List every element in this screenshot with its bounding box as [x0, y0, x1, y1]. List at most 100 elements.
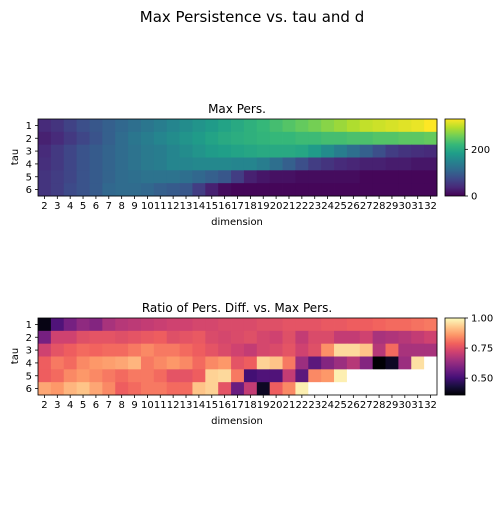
ratio-cell: [282, 369, 296, 383]
max-pers-cell: [372, 144, 386, 158]
ratio-cell: [282, 356, 296, 370]
max-pers-cell: [166, 157, 180, 171]
max-pers-cell: [218, 119, 232, 133]
ratio-cell: [205, 318, 219, 332]
max-pers-cell: [346, 144, 361, 158]
max-pers-cell: [359, 144, 374, 158]
ratio-cell: [385, 318, 399, 332]
max-pers-cell: [50, 157, 65, 171]
max-pers-cell: [153, 157, 168, 171]
max-pers-cell: [140, 183, 155, 197]
ratio-cell: [179, 356, 193, 370]
max-pers-x-tick-label: 26: [347, 201, 360, 212]
ratio-cell: [115, 318, 129, 332]
max-pers-colorbar: 0 200: [444, 118, 490, 203]
ratio-x-tick-label: 9: [131, 400, 137, 411]
ratio-cell: [140, 382, 155, 396]
max-pers-cell: [321, 144, 335, 158]
ratio-cell: [140, 318, 155, 332]
max-pers-x-tick-label: 16: [218, 201, 231, 212]
max-pers-cell: [205, 170, 219, 184]
max-pers-cell: [372, 170, 386, 184]
ratio-cell: [256, 343, 271, 357]
max-pers-cell: [398, 144, 412, 158]
max-pers-cell: [282, 119, 296, 133]
max-pers-cell: [89, 119, 103, 133]
ratio-cell: [398, 318, 412, 332]
ratio-cell: [63, 318, 78, 332]
max-pers-cell: [269, 170, 283, 184]
max-pers-cell: [334, 183, 348, 197]
ratio-cell: [424, 382, 438, 396]
ratio-cell: [398, 369, 412, 383]
ratio-cell: [243, 356, 258, 370]
max-pers-cell: [256, 183, 271, 197]
ratio-cell: [334, 382, 348, 396]
max-pers-x-tick-label: 20: [270, 201, 283, 212]
max-pers-cell: [359, 183, 374, 197]
max-pers-cell: [218, 170, 232, 184]
max-pers-cell: [89, 183, 103, 197]
max-pers-x-tick-label: 27: [360, 201, 373, 212]
ratio-cell: [256, 356, 271, 370]
max-pers-cell: [128, 183, 142, 197]
max-pers-cell: [128, 131, 142, 146]
ratio-cell: [398, 343, 412, 357]
ratio-x-tick-label: 16: [218, 400, 231, 411]
max-pers-cell: [243, 144, 258, 158]
max-pers-y-tick-label: 5: [26, 172, 32, 183]
ratio-cell: [295, 382, 309, 396]
ratio-x-tick-label: 31: [411, 400, 424, 411]
max-pers-cell: [218, 131, 232, 146]
ratio-cell: [295, 318, 309, 332]
ratio-cell: [398, 356, 412, 370]
max-pers-cell: [140, 170, 155, 184]
max-pers-cell: [76, 157, 90, 171]
max-pers-cell: [231, 144, 245, 158]
max-pers-cell: [282, 170, 296, 184]
max-pers-cell: [218, 157, 232, 171]
max-pers-cell: [179, 157, 193, 171]
max-pers-cell: [269, 157, 283, 171]
ratio-title: Ratio of Pers. Diff. vs. Max Pers.: [142, 301, 332, 315]
max-pers-cell: [398, 170, 412, 184]
ratio-cell: [282, 318, 296, 332]
max-pers-cell: [359, 131, 374, 146]
max-pers-cell: [205, 183, 219, 197]
ratio-cell: [269, 369, 283, 383]
ratio-cell: [385, 343, 399, 357]
ratio-cell: [295, 343, 309, 357]
max-pers-cell: [166, 183, 180, 197]
max-pers-cell: [140, 131, 155, 146]
ratio-cell: [205, 356, 219, 370]
ratio-cell: [321, 369, 335, 383]
max-pers-cell: [385, 157, 399, 171]
ratio-cell: [102, 318, 116, 332]
max-pers-cell: [153, 119, 168, 133]
ratio-cell: [308, 356, 322, 370]
max-pers-cell: [179, 119, 193, 133]
ratio-cell: [63, 343, 78, 357]
ratio-cell: [398, 382, 412, 396]
max-pers-cell: [63, 170, 78, 184]
max-pers-cell: [166, 170, 180, 184]
max-pers-cell: [115, 170, 129, 184]
max-pers-cell: [76, 144, 90, 158]
max-pers-cell: [321, 157, 335, 171]
max-pers-cell: [102, 183, 116, 197]
ratio-cell: [218, 330, 232, 345]
ratio-x-tick-label: 13: [180, 400, 193, 411]
max-pers-cell: [102, 144, 116, 158]
max-pers-cell: [295, 144, 309, 158]
ratio-cells: [38, 318, 438, 396]
ratio-cell: [385, 356, 399, 370]
max-pers-x-tick-label: 24: [321, 201, 334, 212]
max-pers-cell: [140, 157, 155, 171]
max-pers-cell: [282, 131, 296, 146]
max-pers-cell: [128, 157, 142, 171]
max-pers-cell: [269, 131, 283, 146]
ratio-cell: [346, 330, 361, 345]
ratio-cell: [359, 318, 374, 332]
ratio-cell: [63, 382, 78, 396]
